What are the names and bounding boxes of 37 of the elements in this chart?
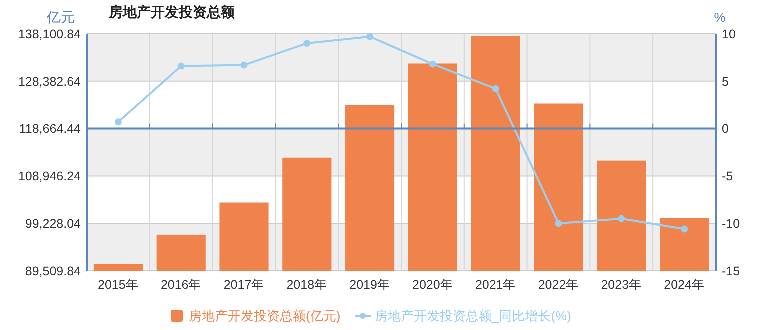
point — [240, 62, 248, 69]
y-tick-label: 89,509.84 — [25, 264, 82, 278]
y2-tick-label: -10 — [722, 216, 740, 231]
point — [114, 118, 122, 126]
x-tick-label: 2016年 — [160, 278, 202, 292]
point — [366, 33, 374, 40]
y2-axis-title: % — [714, 10, 726, 25]
x-tick-label: 2021年 — [475, 278, 516, 292]
x-tick-label: 2022年 — [538, 278, 580, 292]
y2-tick-label: 10 — [722, 27, 736, 42]
x-tick-label: 2018年 — [286, 278, 328, 292]
y-axis-title: 亿元 — [46, 9, 75, 25]
y2-tick-label: 0 — [722, 122, 729, 136]
y-tick-label: 118,664.44 — [19, 122, 82, 136]
x-tick-label: 2015年 — [98, 278, 139, 292]
x-tick-label: 2017年 — [224, 278, 265, 292]
y-tick-label: 108,946.24 — [18, 170, 82, 184]
point — [555, 220, 562, 228]
x-tick-label: 2019年 — [350, 278, 390, 292]
point — [429, 60, 436, 68]
y-tick-label: 128,382.64 — [18, 74, 82, 89]
point — [304, 40, 311, 47]
y-tick-label: 138,100.84 — [18, 27, 82, 42]
point — [178, 62, 185, 70]
chart-title: 房地产开发投资总额 — [108, 4, 236, 20]
x-tick-label: 2020年 — [412, 278, 454, 292]
point — [681, 226, 688, 233]
y2-tick-label: 5 — [722, 74, 729, 89]
legend-label: 房地产开发投资总额_同比增长(%) — [375, 308, 572, 324]
x-tick-label: 2024年 — [664, 278, 705, 292]
y2-tick-label: -15 — [722, 264, 740, 278]
legend-label: 房地产开发投资总额(亿元) — [189, 308, 341, 324]
y2-tick-label: -5 — [722, 170, 734, 184]
y-tick-label: 99,228.04 — [25, 216, 82, 231]
point — [492, 85, 500, 92]
point — [618, 215, 626, 222]
x-tick-label: 2023年 — [601, 278, 642, 292]
